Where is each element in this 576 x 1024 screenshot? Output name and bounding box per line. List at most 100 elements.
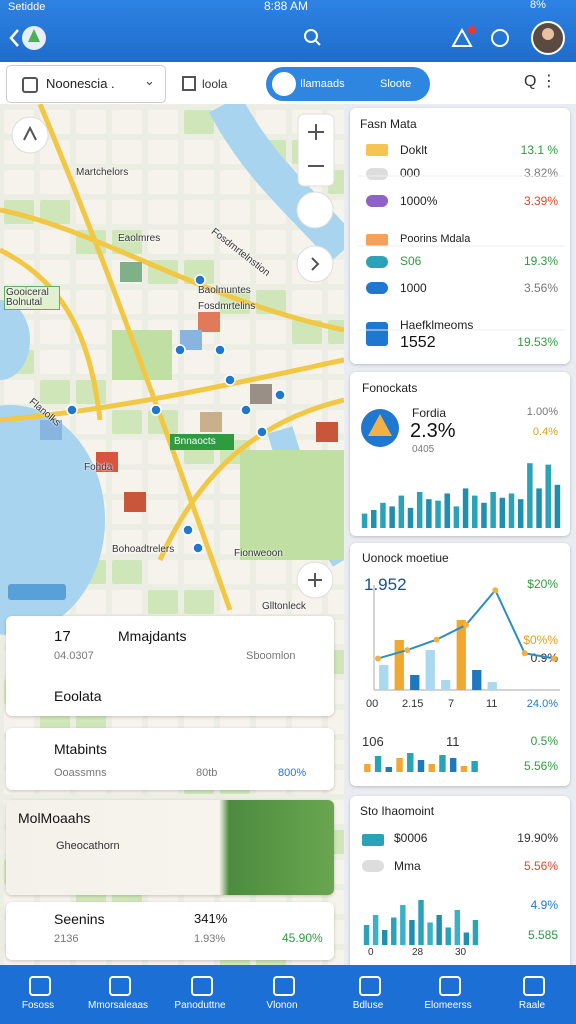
map-block bbox=[184, 560, 214, 584]
map-label: Martchelors bbox=[76, 167, 129, 178]
map-pin[interactable] bbox=[274, 389, 286, 401]
map-button[interactable] bbox=[296, 245, 334, 283]
map-button[interactable] bbox=[11, 116, 49, 154]
nav-icon[interactable] bbox=[273, 976, 295, 996]
foot-pct: 5.56% bbox=[523, 759, 558, 773]
tab-label[interactable]: Ilamaads bbox=[300, 78, 345, 90]
nav-label[interactable]: Fososs bbox=[21, 1000, 55, 1011]
settings-button[interactable] bbox=[491, 29, 509, 47]
app-bar-icons bbox=[9, 21, 565, 55]
nav-icon[interactable] bbox=[191, 976, 213, 996]
building bbox=[200, 412, 222, 432]
map-pin[interactable] bbox=[240, 404, 252, 416]
card-col: 800% bbox=[278, 767, 307, 779]
map-block bbox=[256, 110, 286, 134]
nav-label[interactable]: Panoduttne bbox=[174, 1000, 226, 1011]
alert-button[interactable] bbox=[451, 27, 473, 47]
map-block bbox=[112, 140, 142, 164]
metric-right: 0.4% bbox=[532, 426, 558, 438]
card-col: 45.90% bbox=[282, 931, 323, 945]
map-block bbox=[256, 230, 286, 254]
card-col: 341% bbox=[194, 911, 228, 926]
map-pin[interactable] bbox=[174, 344, 186, 356]
map-block bbox=[76, 170, 106, 194]
section-title: Poorins Mdala bbox=[400, 233, 471, 245]
map-pin[interactable] bbox=[256, 426, 268, 438]
metric-value: 2.3% bbox=[410, 420, 456, 442]
map-label: Baolmuntes bbox=[198, 285, 251, 296]
map-block bbox=[40, 170, 70, 194]
row-label: Doklt bbox=[400, 143, 428, 157]
map-block bbox=[220, 260, 250, 284]
map-label: Eaolmres bbox=[118, 233, 161, 244]
card-sub: 04.0307 bbox=[54, 650, 94, 662]
axis-label: 11 bbox=[486, 698, 498, 710]
map-pin[interactable] bbox=[192, 542, 204, 554]
map-pin[interactable] bbox=[194, 274, 206, 286]
search-button[interactable] bbox=[304, 29, 321, 46]
map-block bbox=[256, 260, 286, 284]
map-block bbox=[184, 200, 214, 224]
nav-icon[interactable] bbox=[439, 976, 461, 996]
nav-icon[interactable] bbox=[359, 976, 381, 996]
tab-label[interactable]: Sloote bbox=[380, 78, 412, 90]
map-block bbox=[148, 500, 178, 524]
place-card[interactable] bbox=[6, 616, 334, 716]
map-block bbox=[220, 230, 250, 254]
map-block bbox=[220, 410, 250, 434]
axis-label: 2.15 bbox=[402, 698, 424, 710]
back-button[interactable] bbox=[9, 29, 19, 47]
dropdown-label[interactable]: Noonescia . bbox=[46, 76, 115, 91]
map-pin[interactable] bbox=[214, 344, 226, 356]
card-value: 17 bbox=[54, 628, 71, 645]
map-button[interactable] bbox=[296, 191, 334, 229]
map-block bbox=[256, 560, 286, 584]
map-pin[interactable] bbox=[224, 374, 236, 386]
card-title: MolMoaahs bbox=[18, 810, 91, 826]
tab-icon bbox=[272, 72, 296, 96]
nav-label[interactable]: Elomeerss bbox=[424, 1000, 472, 1011]
row-label: Mma bbox=[394, 859, 421, 873]
zoom-control[interactable] bbox=[297, 113, 335, 187]
metric-right: 1.00% bbox=[526, 406, 558, 418]
place-card[interactable] bbox=[6, 728, 334, 790]
foot-pct: 0.5% bbox=[530, 734, 558, 748]
nav-label[interactable]: Mmorsaleaas bbox=[87, 1000, 149, 1011]
road bbox=[0, 207, 344, 333]
nav-icon[interactable] bbox=[523, 976, 545, 996]
map-pin[interactable] bbox=[182, 524, 194, 536]
map-block bbox=[148, 230, 178, 254]
card-col: 80tb bbox=[196, 767, 218, 779]
card-title: Mtabints bbox=[54, 741, 107, 757]
map-pin[interactable] bbox=[66, 404, 78, 416]
building bbox=[124, 492, 146, 512]
axis-label: 00 bbox=[366, 698, 379, 710]
map-block bbox=[220, 560, 250, 584]
map-block bbox=[328, 380, 344, 404]
map-pin[interactable] bbox=[150, 404, 162, 416]
nav-label[interactable]: Raale bbox=[518, 1000, 546, 1011]
map-block bbox=[184, 590, 214, 614]
place-card[interactable] bbox=[6, 902, 334, 960]
more-button[interactable]: Q ⋮ bbox=[524, 73, 557, 90]
nav-icon[interactable] bbox=[29, 976, 51, 996]
row-value: 3.39% bbox=[523, 194, 558, 208]
map-block bbox=[112, 230, 142, 254]
map-block bbox=[184, 350, 214, 374]
image-card[interactable] bbox=[6, 800, 334, 895]
app-bar bbox=[0, 0, 576, 62]
map-block bbox=[292, 380, 322, 404]
tab[interactable]: loola bbox=[202, 77, 228, 91]
dropdown[interactable] bbox=[6, 65, 166, 103]
card-sub: 2136 bbox=[54, 933, 79, 945]
road bbox=[157, 397, 344, 562]
nav-icon[interactable] bbox=[109, 976, 131, 996]
building bbox=[120, 262, 142, 282]
nav-label[interactable]: Bdluse bbox=[352, 1000, 384, 1011]
lake bbox=[0, 405, 105, 635]
map-block bbox=[148, 560, 178, 584]
map-block bbox=[4, 170, 34, 194]
map-block bbox=[220, 200, 250, 224]
nav-label[interactable]: Vlonon bbox=[266, 1000, 298, 1011]
